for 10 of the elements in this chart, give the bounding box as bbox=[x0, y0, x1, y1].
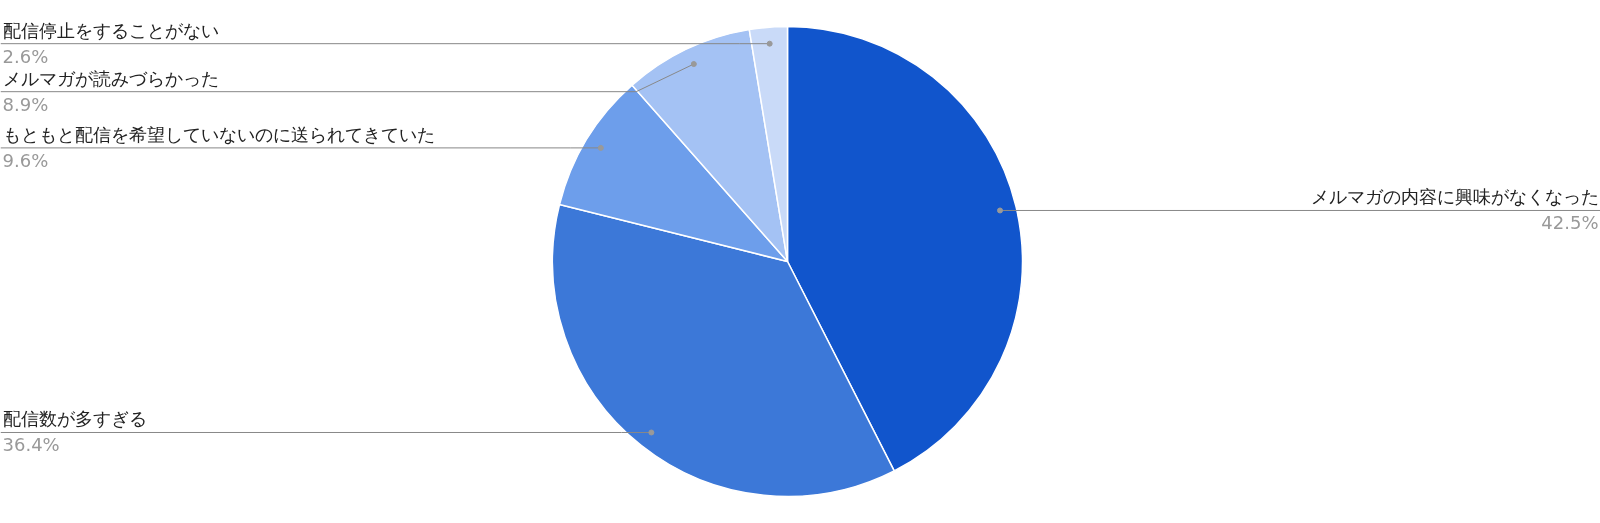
data-label: 36.4% bbox=[2, 434, 60, 456]
slice-label: メルマガの内容に興味がなくなった bbox=[1310, 186, 1599, 208]
slice-label: メルマガが読みづらかった bbox=[2, 67, 219, 89]
slice-label: 配信停止をすることがない bbox=[2, 19, 219, 41]
data-label: 8.9% bbox=[2, 93, 49, 115]
slice-label: もともと配信を希望していないのに送られてきていた bbox=[2, 123, 435, 145]
slice-label: 配信数が多すぎる bbox=[2, 408, 147, 430]
data-label: 9.6% bbox=[2, 149, 49, 171]
data-label: 2.6% bbox=[2, 45, 49, 67]
data-label: 42.5% bbox=[1541, 212, 1599, 234]
